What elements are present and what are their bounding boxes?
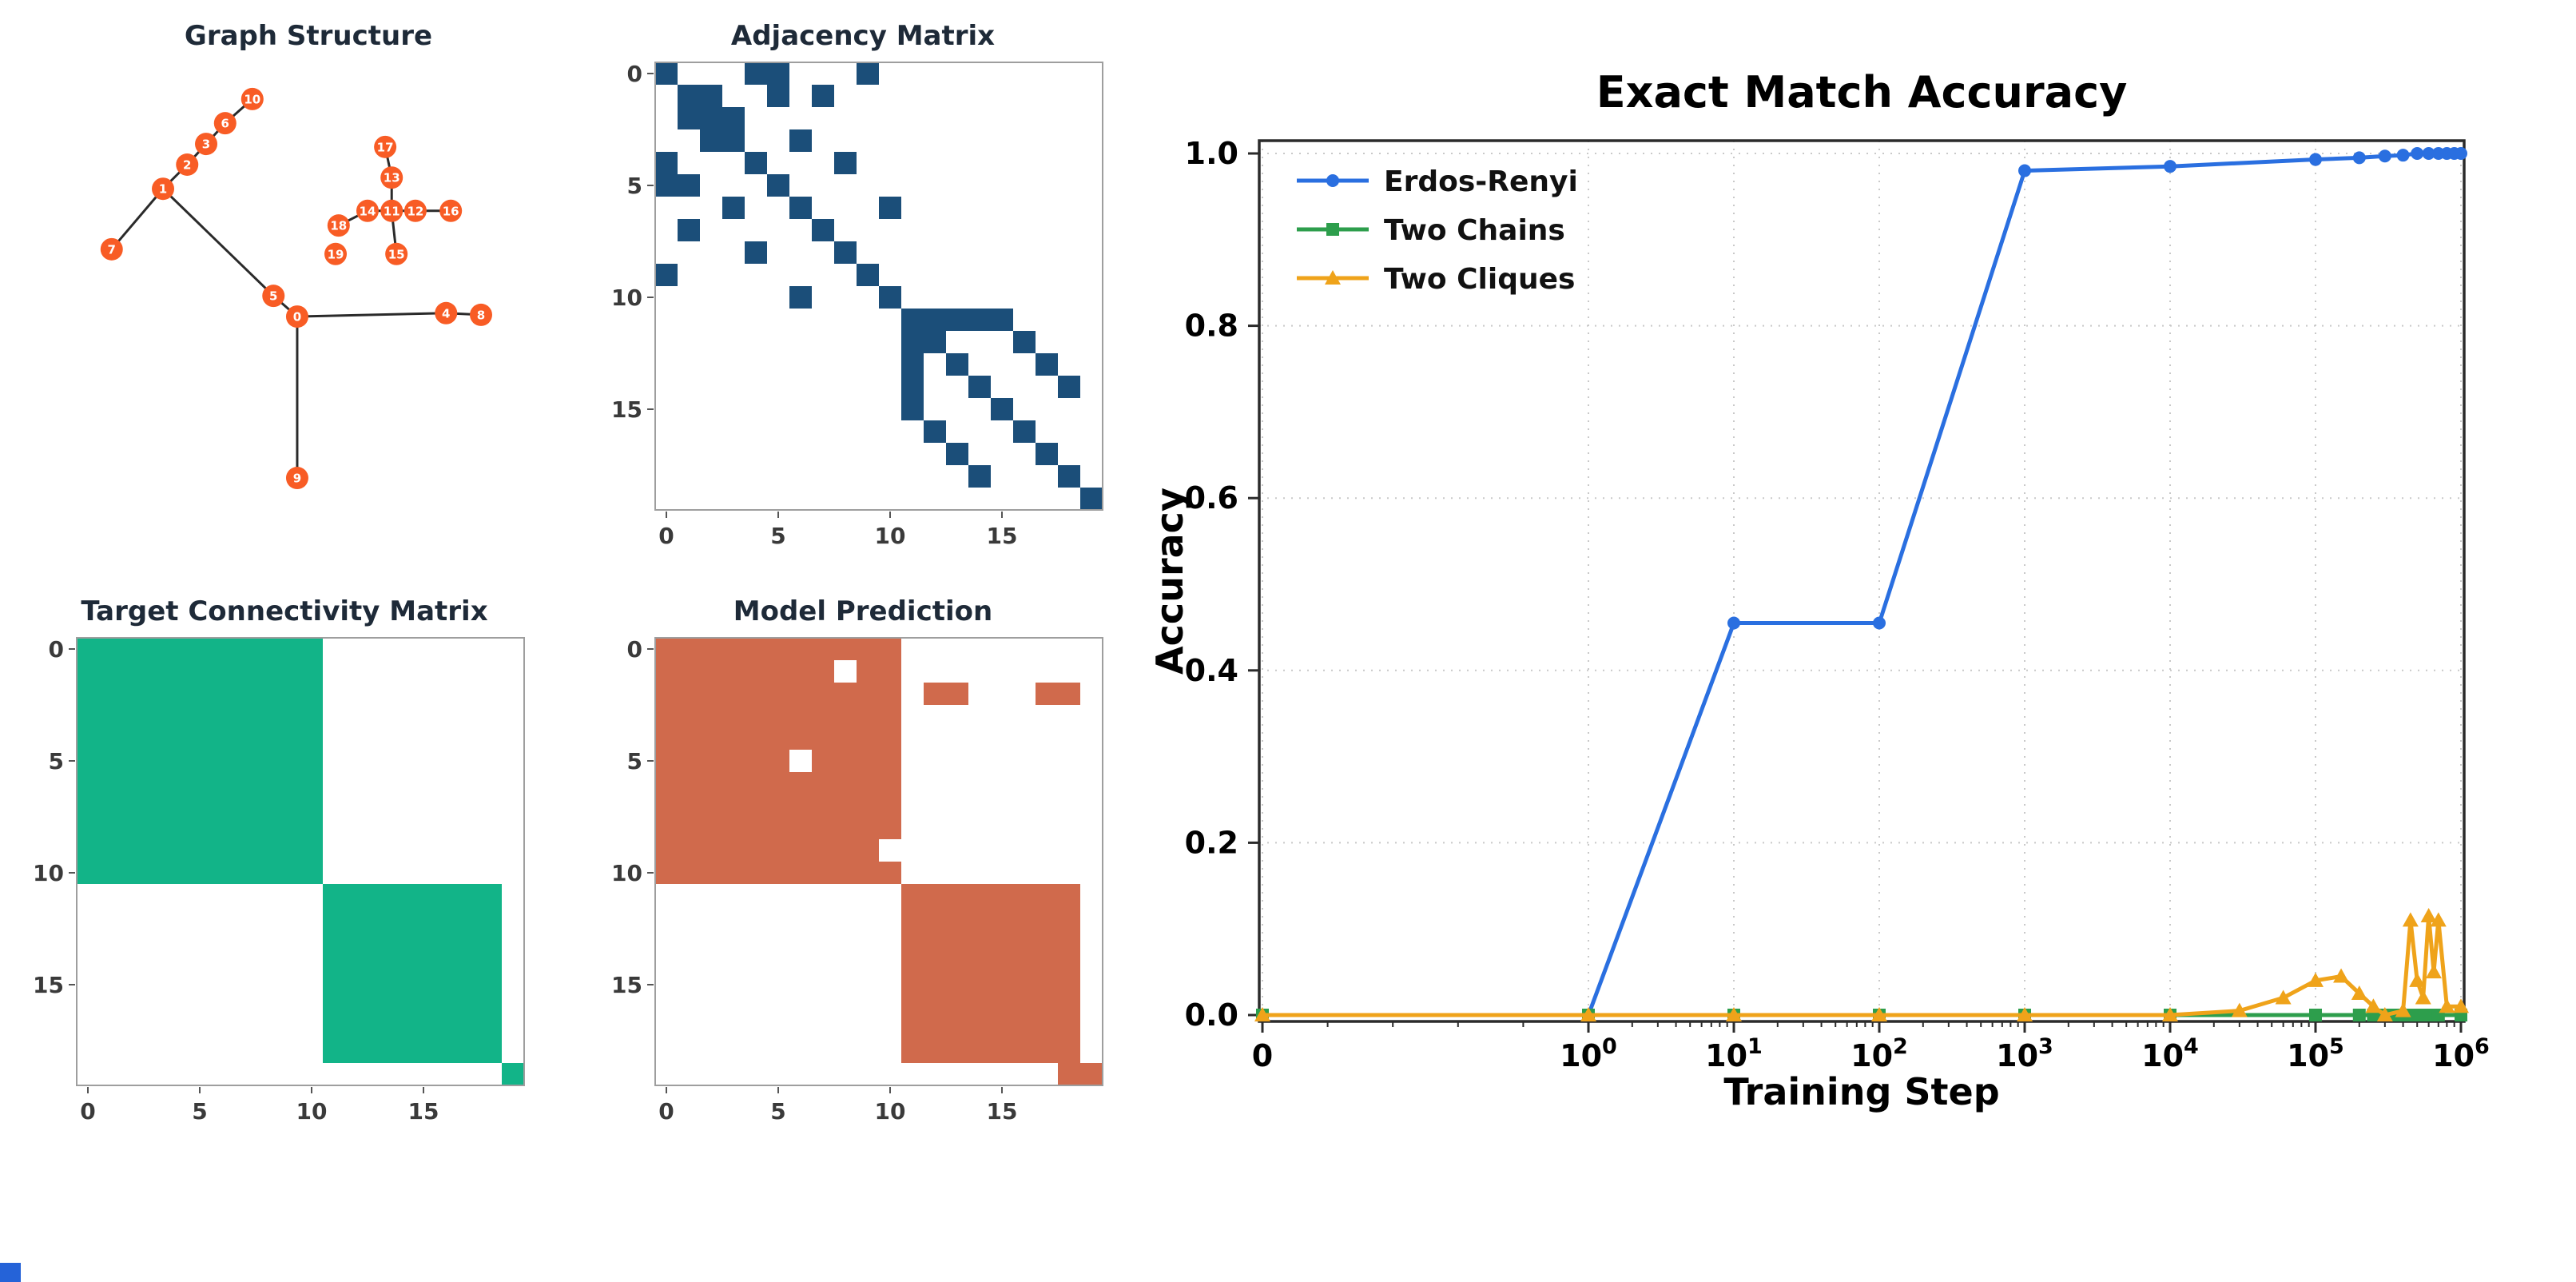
svg-text:0: 0 [1252,1038,1273,1073]
panel-model-prediction: Model Prediction 0 0 5 5 10 10 15 15 [583,593,1143,1157]
svg-text:10: 10 [244,92,260,106]
svg-text:15: 15 [987,523,1018,549]
svg-text:0: 0 [80,1098,95,1125]
panel-graph-structure: Graph Structure 0 1 2 3 4 5 6 7 8 9 10 11 12 13 14 15 16… [69,18,548,534]
graph-structure-title: Graph Structure [184,20,433,52]
svg-text:0: 0 [658,523,674,549]
svg-text:105: 105 [2287,1034,2344,1073]
svg-text:11: 11 [384,204,400,218]
svg-text:106: 106 [2432,1034,2490,1073]
svg-text:8: 8 [477,308,485,322]
target-connectivity-plot: 0 0 5 5 10 10 15 15 [33,636,525,1125]
svg-text:10: 10 [875,523,906,549]
adjacency-matrix-plot: 0 0 5 5 10 10 15 15 [611,61,1103,549]
svg-text:0.6: 0.6 [1185,480,1238,516]
svg-text:0.4: 0.4 [1185,653,1238,688]
svg-text:10: 10 [296,1098,328,1125]
svg-text:10: 10 [875,1098,906,1125]
bottom-left-artifact [0,1263,21,1282]
svg-text:2: 2 [183,158,191,173]
svg-text:5: 5 [192,1098,207,1125]
svg-text:15: 15 [408,1098,439,1125]
svg-text:0.2: 0.2 [1185,825,1238,860]
svg-text:10: 10 [611,285,642,311]
svg-text:13: 13 [384,171,400,185]
svg-text:0: 0 [293,310,301,324]
panel-accuracy-chart: 0 100 101 102 103 104 105 106 0.0 0.2 0.4 0.6 0.8 1.0… [1151,24,2576,1143]
svg-text:6: 6 [221,117,229,131]
svg-text:17: 17 [377,140,394,154]
svg-text:0: 0 [627,636,642,663]
svg-text:0: 0 [627,61,642,87]
svg-text:100: 100 [1560,1034,1617,1073]
svg-text:18: 18 [330,219,347,233]
svg-text:19: 19 [328,247,344,261]
svg-text:1: 1 [159,182,167,197]
svg-text:15: 15 [388,247,405,261]
svg-text:0.0: 0.0 [1185,997,1238,1033]
svg-text:9: 9 [293,472,301,486]
svg-text:Exact Match Accuracy: Exact Match Accuracy [1596,67,2128,117]
svg-text:5: 5 [269,289,277,304]
svg-text:Training Step: Training Step [1723,1070,1999,1113]
svg-text:Two Cliques: Two Cliques [1384,263,1575,296]
accuracy-plot: 0 100 101 102 103 104 105 106 0.0 0.2 0.4 0.6 0.8 1.0… [1151,67,2490,1113]
svg-text:5: 5 [627,748,642,774]
model-prediction-plot: 0 0 5 5 10 10 15 15 [611,636,1103,1125]
svg-text:5: 5 [49,748,64,774]
svg-text:5: 5 [770,1098,785,1125]
svg-text:104: 104 [2141,1034,2199,1073]
target-connectivity-title: Target Connectivity Matrix [81,595,488,627]
svg-text:15: 15 [611,972,642,998]
svg-text:12: 12 [407,204,423,218]
svg-text:Accuracy: Accuracy [1151,488,1191,675]
svg-text:Two Chains: Two Chains [1384,214,1565,247]
svg-text:103: 103 [1996,1034,2053,1073]
adjacency-matrix-title: Adjacency Matrix [730,20,996,52]
svg-text:0.8: 0.8 [1185,309,1238,344]
svg-text:10: 10 [33,860,64,886]
svg-text:3: 3 [202,137,210,152]
svg-text:10: 10 [611,860,642,886]
svg-text:15: 15 [33,972,64,998]
svg-text:1.0: 1.0 [1185,136,1238,171]
svg-text:7: 7 [108,242,116,257]
model-prediction-title: Model Prediction [733,595,993,627]
svg-text:14: 14 [360,204,376,218]
svg-text:0: 0 [49,636,64,663]
panel-target-connectivity: Target Connectivity Matrix 0 0 5 5 10 10 15 15 [5,593,564,1157]
svg-text:15: 15 [611,396,642,423]
panel-adjacency-matrix: Adjacency Matrix 0 0 5 5 10 10 15 15 [583,18,1143,582]
svg-text:5: 5 [627,173,642,199]
svg-text:16: 16 [443,204,459,218]
svg-text:0: 0 [658,1098,674,1125]
svg-text:Erdos-Renyi: Erdos-Renyi [1384,165,1578,198]
svg-text:4: 4 [442,306,450,320]
svg-text:15: 15 [987,1098,1018,1125]
svg-text:102: 102 [1851,1034,1908,1073]
svg-text:5: 5 [770,523,785,549]
svg-text:101: 101 [1705,1034,1763,1073]
